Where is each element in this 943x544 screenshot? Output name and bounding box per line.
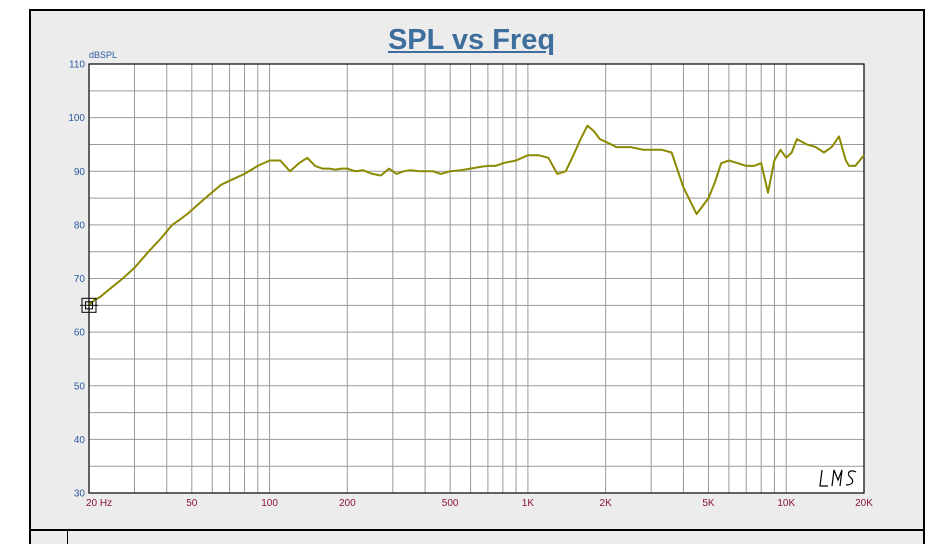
status-strip	[29, 531, 925, 544]
y-tick-label: 80	[74, 220, 86, 231]
y-tick-label: 100	[68, 113, 85, 124]
y-tick-label: 30	[74, 489, 86, 500]
x-tick-label: 1K	[522, 498, 535, 509]
plot-border	[88, 63, 865, 494]
y-tick-label: 70	[74, 274, 86, 285]
lms-logo-stroke	[819, 469, 857, 487]
x-tick-label: 200	[339, 498, 356, 509]
x-tick-label: 5K	[702, 498, 715, 509]
y-tick-label: 40	[74, 435, 86, 446]
x-tick-label: 20 Hz	[86, 498, 112, 509]
y-tick-label: 110	[69, 60, 85, 71]
x-tick-label: 50	[186, 498, 198, 509]
lms-logo-icon	[819, 469, 857, 487]
y-tick-label: 90	[74, 167, 86, 178]
x-tick-label: 100	[261, 498, 278, 509]
y-tick-label: 50	[74, 381, 86, 392]
status-divider	[67, 531, 68, 544]
x-tick-label: 10K	[777, 498, 795, 509]
y-tick-label: 60	[74, 328, 86, 339]
x-tick-label: 500	[442, 498, 459, 509]
series-line	[88, 124, 865, 307]
y-axis-label: dBSPL	[89, 50, 117, 60]
x-tick-label: 20K	[855, 498, 873, 509]
chart-title: SPL vs Freq	[387, 24, 556, 56]
x-tick-label: 2K	[600, 498, 613, 509]
